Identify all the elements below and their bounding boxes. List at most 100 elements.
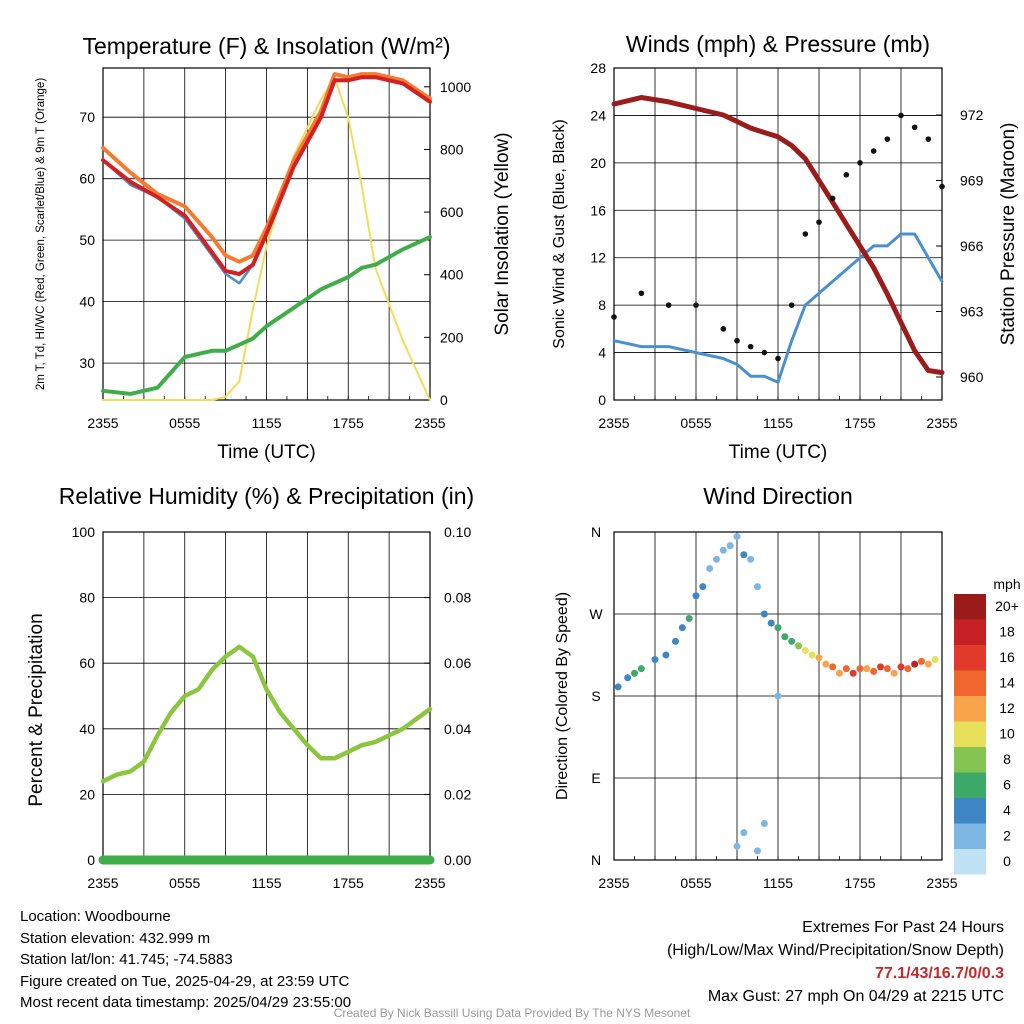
x-tick-label-0: 1755 (333, 415, 364, 431)
colorbar-label: 14 (999, 675, 1015, 691)
direction-point (918, 657, 925, 665)
gust-point (816, 219, 822, 225)
y-axis-label-right-temperature: Solar Insolation (Yellow) (492, 132, 513, 335)
direction-point (713, 555, 720, 563)
direction-point (651, 656, 659, 664)
colorbar-swatch (954, 696, 986, 722)
y-axis-label-left-humidity: Percent & Precipitation (26, 613, 47, 806)
gust-point (829, 195, 836, 202)
direction-point (719, 546, 727, 554)
colorbar-swatch (954, 594, 986, 620)
direction-point (631, 669, 638, 677)
y-tick-label-right-0: 400 (440, 267, 464, 283)
max-gust-text: Max Gust: 27 mph On 04/29 at 2215 UTC (707, 988, 1004, 1005)
y-tick-label-left-0: 40 (79, 294, 95, 310)
x-tick-label-0: 1155 (251, 415, 281, 431)
y-tick-label-left-1: 16 (590, 202, 606, 218)
y-tick-label-left-0: 50 (79, 232, 95, 248)
y-tick-label-left-2: 100 (72, 524, 96, 540)
x-axis-label-temperature: Time (UTC) (217, 442, 316, 463)
direction-point (733, 842, 741, 850)
y-axis-label-right-winds: Station Pressure (Maroon) (998, 123, 1019, 346)
direction-point (760, 820, 768, 828)
x-tick-label-3: 1755 (844, 875, 875, 891)
y-tick-label-left-1: 8 (598, 297, 606, 313)
y-tick-label-right-0: 0 (440, 392, 448, 408)
gust-point (857, 160, 863, 166)
gust-point (802, 231, 809, 237)
direction-point (699, 583, 707, 591)
colorbar-swatch (954, 747, 986, 773)
created-text: Figure created on Tue, 2025-04-29, at 23… (20, 972, 350, 990)
x-tick-label-3: 1155 (763, 875, 793, 891)
gust-point (843, 171, 850, 178)
gust-point (788, 302, 795, 308)
x-tick-label-2: 2355 (87, 875, 118, 891)
direction-point (774, 624, 782, 632)
series-line-9m-t (101, 72, 432, 264)
direction-point (849, 669, 857, 677)
direction-point (822, 660, 830, 668)
chart-title-winds: Winds (mph) & Pressure (mb) (626, 31, 930, 57)
y-tick-label-left-1: 12 (590, 250, 606, 266)
x-axis-label-winds: Time (UTC) (729, 442, 828, 463)
y-tick-label-right-2: 0.00 (444, 852, 471, 868)
direction-point (706, 564, 714, 572)
colorbar-label: 8 (1003, 751, 1011, 767)
direction-point (890, 669, 898, 677)
series-line-td (101, 235, 432, 396)
y-tick-label-right-1: 963 (960, 304, 984, 320)
y-tick-label-left-2: 80 (79, 590, 95, 606)
direction-point (795, 642, 802, 650)
extremes-legend: (High/Low/Max Wind/Precipitation/Snow De… (666, 942, 1004, 959)
recent-data-text: Most recent data timestamp: 2025/04/29 2… (20, 994, 352, 1011)
x-tick-label-2: 0555 (169, 875, 200, 891)
direction-point (808, 651, 816, 659)
colorbar-label: 10 (999, 726, 1015, 742)
colorbar-label: 0 (1003, 853, 1011, 869)
colorbar-label: 18 (999, 624, 1015, 640)
elevation-text: Station elevation: 432.999 m (20, 929, 211, 947)
gust-point (734, 337, 740, 344)
direction-point (842, 665, 850, 673)
direction-point (624, 674, 632, 682)
y-tick-label-left-1: 28 (590, 60, 606, 76)
colorbar-title: mph (993, 576, 1020, 592)
colorbar-label: 4 (1003, 802, 1011, 818)
direction-point (637, 665, 645, 673)
chart-title-humidity: Relative Humidity (%) & Precipitation (i… (59, 483, 474, 509)
extremes-info: Extremes For Past 24 Hours (High/Low/Max… (667, 916, 1004, 1008)
colorbar-label: 12 (999, 700, 1015, 716)
gust-point (747, 343, 754, 350)
colorbar-swatch (954, 849, 986, 875)
y-tick-label-right-1: 972 (960, 107, 984, 123)
x-tick-label-1: 2355 (598, 415, 629, 431)
extremes-values: 77.1/43/16.7/0/0.3 (875, 965, 1004, 982)
colorbar-label: 2 (1003, 828, 1011, 844)
x-tick-label-2: 2355 (414, 875, 445, 891)
y-axis-label-left-temperature: 2m T, Td, HI/WC (Red, Green, Scarlet/Blu… (35, 78, 47, 390)
direction-point (754, 583, 761, 591)
y-tick-label-left-1: 0 (598, 392, 606, 408)
y-tick-label-left-2: 40 (79, 721, 95, 737)
gust-point (939, 183, 945, 190)
y-tick-label-right-1: 969 (960, 173, 984, 189)
y-tick-label-right-0: 200 (440, 329, 464, 345)
colorbar-swatch (954, 645, 986, 671)
gust-point (911, 124, 918, 131)
gust-point (925, 136, 932, 142)
y-tick-label-left-1: 20 (590, 155, 606, 171)
gust-point (884, 136, 891, 142)
direction-point (678, 624, 686, 632)
direction-point (733, 533, 741, 541)
station-info: Location: Woodbourne Station elevation: … (20, 906, 351, 1014)
gust-point (870, 148, 877, 154)
gust-point (761, 349, 768, 356)
colorbar-swatch (954, 772, 986, 798)
y-axis-label-left-direction: Direction (Colored By Speed) (554, 592, 571, 800)
direction-point (815, 654, 823, 662)
y-tick-label-direction: E (591, 770, 600, 786)
gust-point (693, 302, 699, 308)
direction-point (614, 683, 622, 691)
